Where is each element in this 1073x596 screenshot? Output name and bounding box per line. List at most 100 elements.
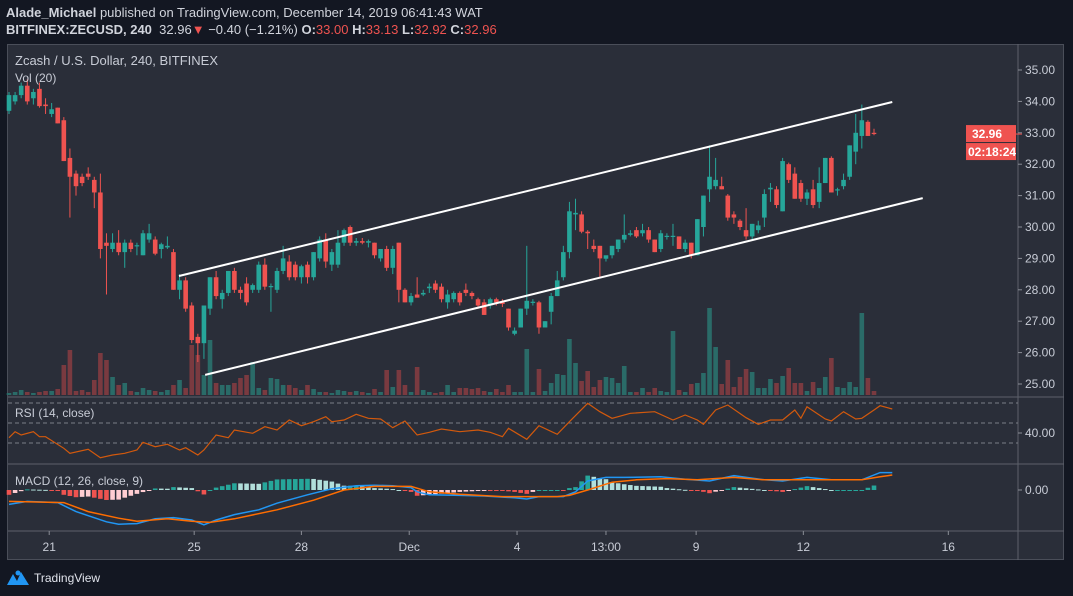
candle [816, 167, 822, 209]
volume-bar [219, 385, 225, 395]
candle-body [835, 189, 840, 191]
candle-body [506, 308, 511, 328]
macd-histogram-bar [146, 490, 152, 491]
candle [615, 239, 621, 253]
price-tick-label: 31.00 [1025, 189, 1055, 203]
macd-histogram-bar [743, 488, 749, 490]
candle-body [427, 286, 432, 289]
candle [768, 183, 773, 202]
candle-body [621, 234, 627, 240]
candle-body [871, 132, 877, 135]
volume-bar [91, 380, 97, 395]
candle [628, 230, 633, 237]
candle [286, 255, 292, 281]
candle-body [390, 248, 396, 268]
candle-body [640, 230, 645, 234]
candle-body [481, 302, 487, 315]
time-tick-label: 9 [693, 540, 700, 554]
candle-body [262, 264, 268, 287]
author-name[interactable]: Alade_Michael [6, 5, 97, 20]
candle-body [536, 302, 542, 328]
volume-bar [573, 363, 578, 395]
time-tick-label: 25 [188, 540, 202, 554]
macd-histogram-bar [518, 490, 523, 493]
macd-histogram-bar [755, 489, 761, 491]
candle [79, 173, 85, 187]
chart-panel[interactable] [7, 44, 1064, 560]
volume-bar [865, 378, 871, 395]
macd-histogram-bar [110, 490, 115, 500]
macd-histogram-bar [548, 490, 554, 491]
macd-histogram-bar [792, 489, 798, 491]
candle-body [335, 242, 341, 265]
candle [567, 201, 572, 259]
candle-body [822, 157, 828, 184]
macd-histogram-bar [238, 483, 243, 490]
candle-body [24, 85, 30, 102]
volume-bar [85, 392, 91, 395]
volume-bar [524, 349, 530, 395]
candle-body [792, 173, 798, 199]
candle [506, 308, 511, 331]
candle [110, 233, 115, 253]
macd-histogram-bar [469, 490, 475, 492]
candle-body [579, 214, 584, 232]
candle [427, 283, 432, 293]
volume-bar [475, 388, 481, 395]
candle-body [420, 292, 426, 295]
candle [542, 321, 548, 328]
candle [573, 198, 578, 231]
volume-bar [378, 392, 383, 395]
volume-bar [786, 368, 792, 395]
volume-bar [250, 362, 255, 395]
time-tick-label: 16 [942, 540, 956, 554]
macd-histogram-bar [841, 490, 846, 491]
candle-body [603, 255, 609, 259]
volume-bar [177, 380, 182, 395]
candle [305, 261, 310, 284]
volume-bar [122, 383, 128, 395]
candle-body [774, 189, 779, 206]
macd-histogram-bar [347, 485, 353, 490]
candle [804, 189, 810, 206]
candle-body [646, 230, 651, 240]
macd-histogram-bar [317, 479, 322, 490]
macd-histogram-bar [853, 490, 859, 491]
volume-bar [286, 385, 292, 395]
candle-body [79, 176, 85, 184]
candle-body [55, 107, 61, 124]
candle-body [43, 104, 48, 107]
candle-body [512, 330, 517, 334]
candle-body [561, 252, 566, 278]
macd-histogram-bar [463, 490, 469, 492]
macd-histogram-bar [682, 489, 688, 491]
countdown-label: 02:18:24 [968, 145, 1016, 159]
volume-bar [835, 387, 840, 395]
macd-histogram-bar [140, 490, 146, 493]
candle [445, 289, 450, 309]
volume-bar [707, 308, 712, 395]
candle-body [18, 85, 24, 96]
volume-bar [530, 392, 536, 395]
macd-histogram-bar [329, 481, 335, 490]
candle [457, 291, 463, 306]
macd-histogram-bar [585, 475, 590, 490]
macd-histogram-bar [524, 490, 530, 494]
candle-body [213, 277, 219, 297]
volume-bar [238, 378, 243, 395]
candle-body [634, 230, 639, 237]
tradingview-logo[interactable]: TradingView [6, 569, 100, 587]
candle-body [110, 242, 115, 249]
volume-bar [18, 390, 24, 395]
candle [822, 157, 828, 184]
volume-bar [591, 387, 597, 395]
macd-histogram-bar [652, 486, 658, 490]
volume-bar [725, 360, 731, 395]
candle [37, 82, 42, 108]
chart-title: Zcash / U.S. Dollar, 240, BITFINEX [15, 53, 219, 68]
brand-name: TradingView [34, 571, 101, 585]
volume-bar [329, 393, 335, 395]
macd-histogram-bar [762, 490, 767, 491]
macd-histogram-bar [18, 490, 24, 492]
